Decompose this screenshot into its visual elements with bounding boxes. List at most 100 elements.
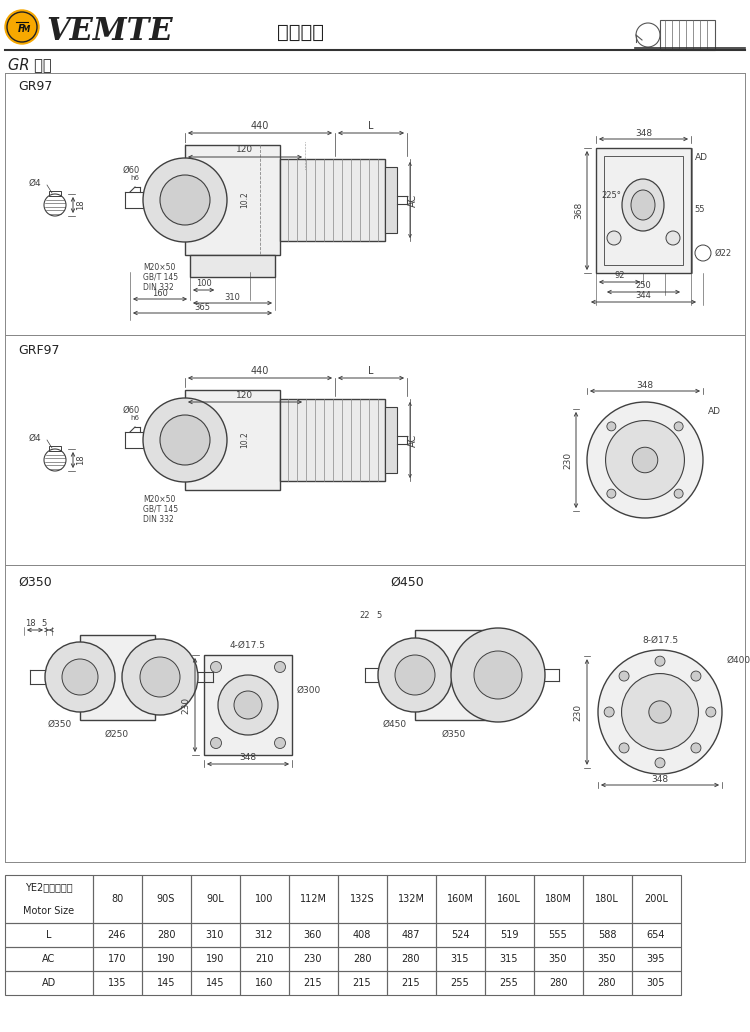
Bar [385, 407, 397, 473]
Bar [485, 971, 534, 995]
Text: GRF97: GRF97 [18, 344, 59, 356]
Text: 440: 440 [251, 121, 269, 131]
Text: 344: 344 [635, 291, 652, 300]
Text: 395: 395 [646, 954, 665, 964]
Bar [485, 875, 534, 923]
Text: L: L [46, 930, 52, 940]
Text: DIN 332: DIN 332 [143, 515, 174, 524]
Bar [338, 923, 387, 947]
Bar [534, 875, 583, 923]
Circle shape [587, 402, 703, 518]
Circle shape [607, 422, 616, 431]
Bar [485, 947, 534, 971]
Text: 100: 100 [196, 280, 211, 289]
Circle shape [649, 701, 671, 723]
Text: 348: 348 [637, 381, 653, 389]
Bar [387, 947, 436, 971]
Text: 255: 255 [500, 978, 518, 988]
Circle shape [632, 447, 658, 473]
Text: 145: 145 [157, 978, 176, 988]
Text: 255: 255 [451, 978, 470, 988]
Text: Ø60: Ø60 [123, 165, 140, 174]
Bar [142, 875, 191, 923]
Text: 8-Ø17.5: 8-Ø17.5 [642, 636, 678, 645]
Bar [583, 971, 632, 995]
Text: 280: 280 [598, 978, 616, 988]
Bar [93, 923, 142, 947]
Text: Ø350: Ø350 [48, 719, 72, 729]
Text: 减速电机: 减速电机 [277, 23, 323, 41]
Text: Ø350: Ø350 [18, 576, 52, 588]
Circle shape [604, 707, 614, 717]
Text: GB/T 145: GB/T 145 [143, 505, 178, 514]
Bar [436, 923, 485, 947]
Bar [191, 971, 240, 995]
Bar [660, 20, 715, 50]
Bar [534, 947, 583, 971]
Text: F: F [18, 24, 24, 34]
Text: 170: 170 [108, 954, 126, 964]
Text: 312: 312 [255, 930, 273, 940]
Text: h6: h6 [130, 415, 139, 421]
Bar [191, 875, 240, 923]
Bar [49, 446, 61, 451]
Text: Ø250: Ø250 [105, 730, 129, 739]
Text: GB/T 145: GB/T 145 [143, 273, 178, 282]
Text: 190: 190 [157, 954, 176, 964]
Text: 230: 230 [304, 954, 322, 964]
Bar [415, 630, 493, 720]
Bar [604, 156, 683, 265]
Bar [632, 923, 681, 947]
Text: 90L: 90L [206, 894, 224, 904]
Text: Ø450: Ø450 [383, 719, 407, 729]
Bar [93, 875, 142, 923]
Bar [93, 971, 142, 995]
Circle shape [211, 662, 221, 673]
Bar [240, 923, 289, 947]
Text: 487: 487 [402, 930, 420, 940]
Circle shape [234, 691, 262, 719]
Bar [338, 971, 387, 995]
Text: Ø60: Ø60 [123, 406, 140, 415]
Bar [5, 875, 93, 923]
Text: 215: 215 [352, 978, 371, 988]
Text: 588: 588 [598, 930, 616, 940]
Text: AC: AC [408, 433, 418, 447]
Text: L: L [368, 121, 374, 131]
Text: AC: AC [42, 954, 56, 964]
Bar [191, 947, 240, 971]
Bar [5, 923, 93, 947]
Circle shape [605, 421, 685, 499]
Circle shape [691, 671, 701, 681]
Bar [289, 971, 338, 995]
Text: 280: 280 [402, 954, 420, 964]
Bar [534, 971, 583, 995]
Text: 10.2: 10.2 [241, 431, 250, 448]
Bar [240, 971, 289, 995]
Text: 160M: 160M [446, 894, 473, 904]
Circle shape [598, 650, 722, 774]
Text: 132S: 132S [350, 894, 374, 904]
Bar [190, 255, 275, 277]
Text: 55: 55 [694, 205, 704, 215]
Text: 524: 524 [451, 930, 470, 940]
Text: 90S: 90S [157, 894, 176, 904]
Bar [185, 146, 280, 255]
Text: 654: 654 [646, 930, 665, 940]
Bar [436, 947, 485, 971]
Text: VEMTE: VEMTE [46, 17, 172, 47]
Circle shape [45, 642, 115, 712]
Circle shape [655, 656, 665, 667]
Text: 519: 519 [500, 930, 518, 940]
Circle shape [274, 662, 286, 673]
Text: 230: 230 [182, 697, 190, 713]
Text: M20×50: M20×50 [143, 495, 176, 504]
Circle shape [674, 422, 683, 431]
Circle shape [706, 707, 716, 717]
Bar [142, 923, 191, 947]
Text: 310: 310 [206, 930, 224, 940]
Bar [436, 971, 485, 995]
Circle shape [140, 657, 180, 697]
Text: 18: 18 [25, 618, 35, 627]
Text: 160L: 160L [497, 894, 521, 904]
